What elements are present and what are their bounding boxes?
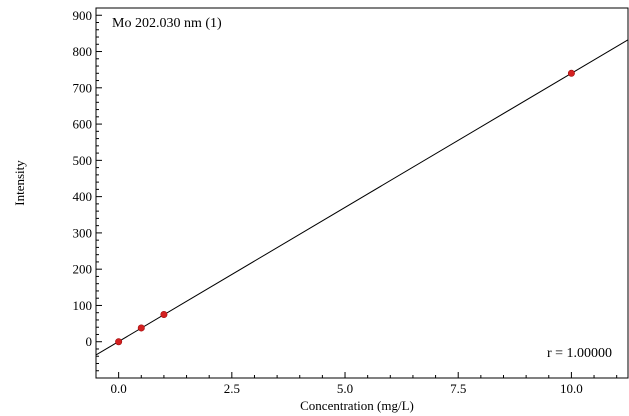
annotation-top-left: Mo 202.030 nm (1) <box>112 16 222 31</box>
x-tick-label: 10.0 <box>560 381 583 396</box>
annotation-bottom-right: r = 1.00000 <box>547 346 612 361</box>
y-tick-label: 300 <box>73 225 93 240</box>
y-tick-label: 200 <box>73 262 93 277</box>
fit-line <box>95 39 629 356</box>
x-tick-label: 7.5 <box>450 381 466 396</box>
y-tick-label: 0 <box>86 334 93 349</box>
plot-border <box>95 7 629 379</box>
plot-frame <box>95 7 629 379</box>
x-tick-label: 5.0 <box>337 381 353 396</box>
y-tick-label: 100 <box>73 298 93 313</box>
x-axis-title: Concentration (mg/L) <box>300 398 414 413</box>
y-tick-label: 800 <box>73 44 93 59</box>
y-tick-label: 400 <box>73 189 93 204</box>
y-tick-label: 600 <box>73 117 93 132</box>
fit-line-group <box>95 39 629 356</box>
y-axis-ticks: 0 100 200 300 400 500 600 700 800 900 <box>73 8 102 372</box>
x-axis-ticks: 0.0 2.5 5.0 7.5 10.0 <box>95 372 618 396</box>
y-tick-label: 500 <box>73 153 93 168</box>
data-point <box>160 311 168 319</box>
y-tick-label: 700 <box>73 80 93 95</box>
x-tick-label: 2.5 <box>224 381 240 396</box>
data-point <box>137 324 145 332</box>
y-tick-label: 900 <box>73 8 93 23</box>
x-tick-label: 0.0 <box>111 381 127 396</box>
data-point <box>567 69 575 77</box>
y-axis-title: Intensity <box>12 160 27 206</box>
data-point <box>115 338 123 346</box>
data-points <box>115 69 575 346</box>
